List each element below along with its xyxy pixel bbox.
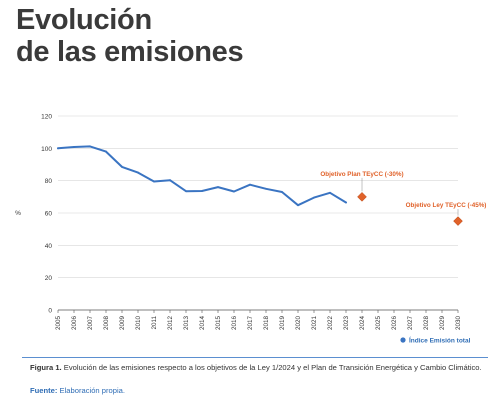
data-point: [249, 183, 251, 186]
source-label: Fuente:: [30, 386, 58, 395]
data-point: [233, 190, 235, 193]
x-tick-label: 2009: [119, 316, 126, 331]
data-point: [217, 186, 219, 189]
y-tick-label: 40: [45, 243, 53, 250]
heading-line-2: de las emisiones: [16, 36, 244, 68]
data-point: [329, 191, 331, 194]
x-tick-label: 2020: [295, 316, 302, 331]
x-tick-label: 2007: [87, 316, 94, 331]
x-tick-label: 2030: [455, 316, 462, 331]
data-point: [265, 187, 267, 190]
figure-caption-text: Evolución de las emisiones respecto a lo…: [61, 363, 482, 372]
data-point: [57, 147, 59, 150]
y-tick-label: 20: [45, 275, 53, 282]
data-point: [185, 190, 187, 193]
y-tick-label: 80: [45, 178, 53, 185]
x-tick-label: 2019: [279, 316, 286, 331]
x-tick-label: 2014: [199, 316, 206, 331]
figure-caption: Figura 1. Evolución de las emisiones res…: [30, 362, 490, 373]
x-tick-label: 2021: [311, 316, 318, 331]
x-tick-label: 2017: [247, 316, 254, 331]
target-marker: [453, 216, 463, 226]
emissions-line-chart: 0 20 40 60 80 100 120% 2005 2006 2007 2008 2009 2010…: [15, 114, 487, 345]
data-point: [345, 201, 347, 204]
x-tick-label: 2008: [103, 316, 110, 331]
data-point: [297, 204, 299, 207]
data-point: [281, 191, 283, 193]
series-line-emision-total: [57, 145, 347, 207]
legend-label: Índice Emisión total: [409, 336, 471, 345]
y-tick-label: 120: [41, 114, 52, 121]
data-point: [201, 190, 203, 192]
x-tick-label: 2006: [71, 316, 78, 331]
heading-line-1: Evolución: [16, 4, 152, 36]
x-tick-label: 2025: [375, 316, 382, 331]
target-label: Objetivo Ley TEyCC (-45%): [406, 202, 487, 209]
data-point: [313, 196, 315, 199]
caption-divider: [22, 357, 488, 358]
y-tick-label: 60: [45, 211, 53, 218]
y-tick-label: 0: [48, 308, 52, 315]
x-tick-label: 2027: [407, 316, 414, 331]
data-point: [137, 171, 139, 174]
x-tick-label: 2013: [183, 316, 190, 331]
x-tick-label: 2023: [343, 316, 350, 331]
x-tick-label: 2015: [215, 316, 222, 331]
x-tick-label: 2011: [151, 316, 158, 330]
legend-marker: [400, 337, 406, 343]
x-tick-label: 2022: [327, 316, 334, 331]
x-tick-label: 2016: [231, 316, 238, 331]
y-tick-label: 100: [41, 146, 52, 153]
x-tick-label: 2018: [263, 316, 270, 331]
data-point: [153, 180, 155, 183]
data-point: [121, 166, 123, 168]
data-point: [89, 145, 91, 148]
x-tick-label: 2024: [359, 316, 366, 331]
target-marker: [357, 191, 367, 202]
x-tick-label: 2005: [55, 316, 62, 331]
x-tick-label: 2028: [423, 316, 430, 331]
x-tick-label: 2012: [167, 316, 174, 331]
x-tick-label: 2029: [439, 316, 446, 331]
x-tick-label: 2010: [135, 316, 142, 331]
page-heading: Evolución de las emisiones: [16, 4, 244, 68]
data-point: [169, 179, 171, 182]
figure-source: Fuente: Elaboración propia.: [30, 385, 125, 396]
source-text: Elaboración propia.: [57, 386, 125, 395]
target-label: Objetivo Plan TEyCC (-30%): [320, 171, 403, 178]
y-axis-label: %: [15, 210, 21, 217]
figure-label: Figura 1.: [30, 363, 62, 372]
x-tick-label: 2026: [391, 316, 398, 331]
data-point: [73, 146, 75, 148]
data-point: [105, 150, 107, 153]
